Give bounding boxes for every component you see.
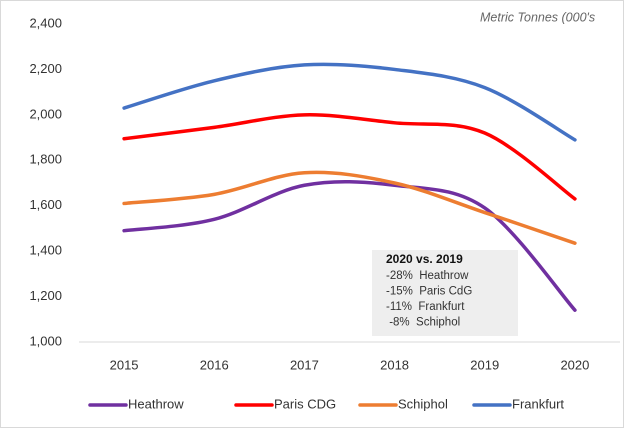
- y-tick-label: 2,400: [29, 15, 62, 30]
- x-tick-label: 2015: [110, 357, 139, 372]
- legend-label: Frankfurt: [512, 396, 564, 411]
- x-tick-label: 2018: [380, 357, 409, 372]
- series-line: [122, 179, 577, 312]
- legend-label: Paris CDG: [274, 396, 336, 411]
- series-line: [122, 62, 577, 142]
- axis-unit: Metric Tonnes (000's: [480, 10, 595, 24]
- series-line: [122, 170, 577, 245]
- y-tick-label: 1,600: [29, 197, 62, 212]
- annotation-line: -28% Heathrow: [386, 270, 469, 282]
- annotation-box: [372, 250, 518, 336]
- y-tick-label: 1,400: [29, 243, 62, 258]
- chart-border: [0, 0, 624, 428]
- annotation-line: -8% Schiphol: [386, 317, 460, 329]
- y-tick-label: 2,200: [29, 61, 62, 76]
- x-tick-label: 2016: [200, 357, 229, 372]
- legend-label: Heathrow: [128, 396, 184, 411]
- series-line: [122, 113, 577, 201]
- legend-label: Schiphol: [398, 396, 448, 411]
- x-tick-label: 2020: [560, 357, 589, 372]
- annotation-line: -11% Frankfurt: [386, 301, 465, 313]
- y-tick-label: 1,000: [29, 333, 62, 348]
- annotation-line: -15% Paris CdG: [386, 286, 472, 298]
- annotation-title: 2020 vs. 2019: [386, 252, 463, 266]
- y-tick-label: 1,800: [29, 152, 62, 167]
- x-tick-label: 2019: [470, 357, 499, 372]
- y-tick-label: 2,000: [29, 106, 62, 121]
- y-tick-label: 1,200: [29, 288, 62, 303]
- x-tick-label: 2017: [290, 357, 319, 372]
